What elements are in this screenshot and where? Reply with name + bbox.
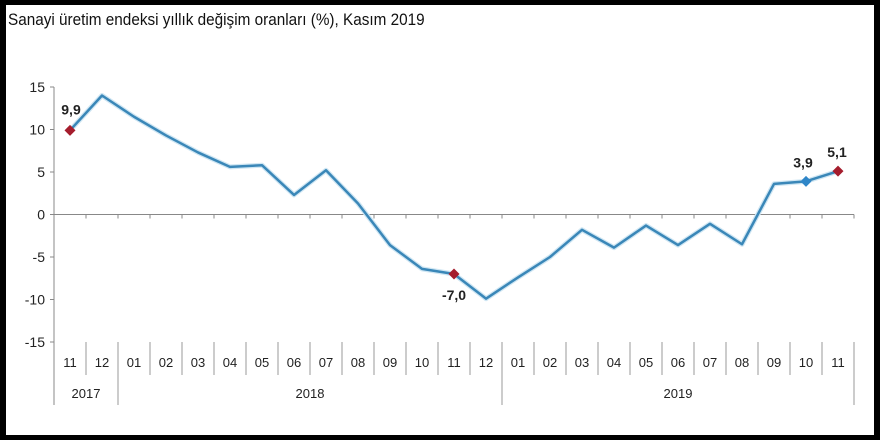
x-tick-label: 10 <box>415 355 429 370</box>
highlight-marker <box>832 165 844 177</box>
x-tick-label: 10 <box>799 355 813 370</box>
series-line-glow <box>68 93 839 302</box>
series-line <box>69 94 839 300</box>
x-tick-label: 05 <box>255 355 269 370</box>
x-tick-label: 08 <box>735 355 749 370</box>
x-tick-label: 05 <box>639 355 653 370</box>
highlight-marker <box>448 268 460 280</box>
x-tick-label: 12 <box>479 355 493 370</box>
x-tick-label: 07 <box>319 355 333 370</box>
x-tick-label: 07 <box>703 355 717 370</box>
y-tick-label: 0 <box>37 207 45 223</box>
highlight-marker <box>800 175 812 187</box>
data-label: 3,9 <box>793 154 813 170</box>
data-label: -7,0 <box>442 287 466 303</box>
highlight-marker <box>64 124 76 136</box>
x-tick-label: 01 <box>127 355 141 370</box>
x-tick-label: 03 <box>575 355 589 370</box>
x-tick-label: 11 <box>447 355 461 370</box>
x-tick-label: 11 <box>63 355 77 370</box>
y-tick-label: 10 <box>29 122 45 138</box>
data-label: 5,1 <box>827 144 847 160</box>
x-tick-label: 01 <box>511 355 525 370</box>
x-tick-label: 02 <box>543 355 557 370</box>
y-tick-label: -15 <box>25 334 45 350</box>
x-tick-label: 08 <box>351 355 365 370</box>
x-tick-label: 06 <box>671 355 685 370</box>
x-tick-label: 03 <box>191 355 205 370</box>
x-tick-label: 12 <box>95 355 109 370</box>
y-tick-label: -5 <box>33 249 46 265</box>
x-tick-label: 11 <box>831 355 845 370</box>
chart-frame <box>6 5 874 435</box>
x-tick-label: 09 <box>383 355 397 370</box>
y-tick-label: -10 <box>25 292 45 308</box>
x-tick-label: 04 <box>223 355 237 370</box>
x-tick-label: 02 <box>159 355 173 370</box>
x-tick-label: 04 <box>607 355 621 370</box>
y-tick-label: 5 <box>37 164 45 180</box>
year-label: 2018 <box>296 386 325 401</box>
x-tick-label: 09 <box>767 355 781 370</box>
year-label: 2017 <box>72 386 101 401</box>
y-tick-label: 15 <box>29 79 45 95</box>
year-label: 2019 <box>664 386 693 401</box>
chart-title: Sanayi üretim endeksi yıllık değişim ora… <box>8 10 425 29</box>
x-tick-label: 06 <box>287 355 301 370</box>
data-label: 9,9 <box>61 101 81 117</box>
